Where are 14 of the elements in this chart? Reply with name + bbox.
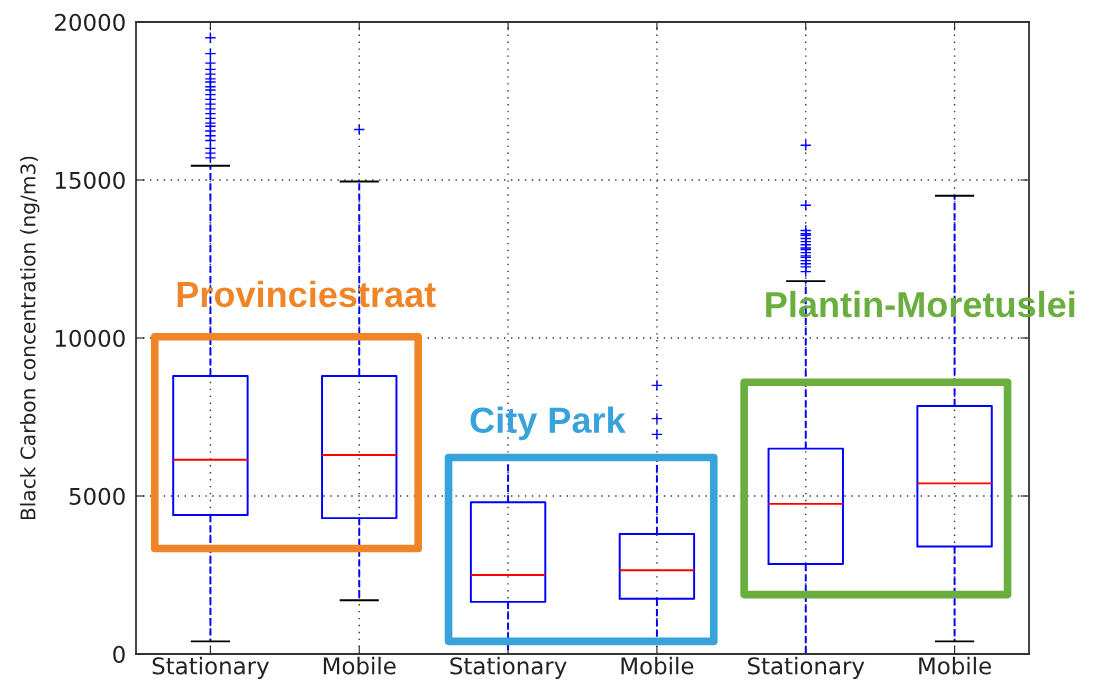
annotation: City Park — [470, 406, 626, 441]
x-tick-label: Stationary — [748, 656, 865, 679]
y-axis-title: Black Carbon concentration (ng/m3) — [19, 156, 40, 520]
y-tick-label: 20000 — [55, 13, 125, 32]
x-tick-label: Mobile — [621, 656, 694, 675]
y-tick-label: 0 — [113, 645, 125, 664]
x-tick-label: Stationary — [152, 656, 269, 679]
y-tick-label: 5000 — [69, 487, 125, 506]
x-tick-label: Stationary — [450, 656, 567, 679]
y-tick-label: 15000 — [55, 171, 125, 190]
x-tick-label: Mobile — [919, 656, 991, 675]
y-tick-label: 10000 — [55, 329, 125, 348]
annotation: Provinciestraat — [177, 280, 436, 308]
x-tick-label: Mobile — [323, 656, 396, 675]
